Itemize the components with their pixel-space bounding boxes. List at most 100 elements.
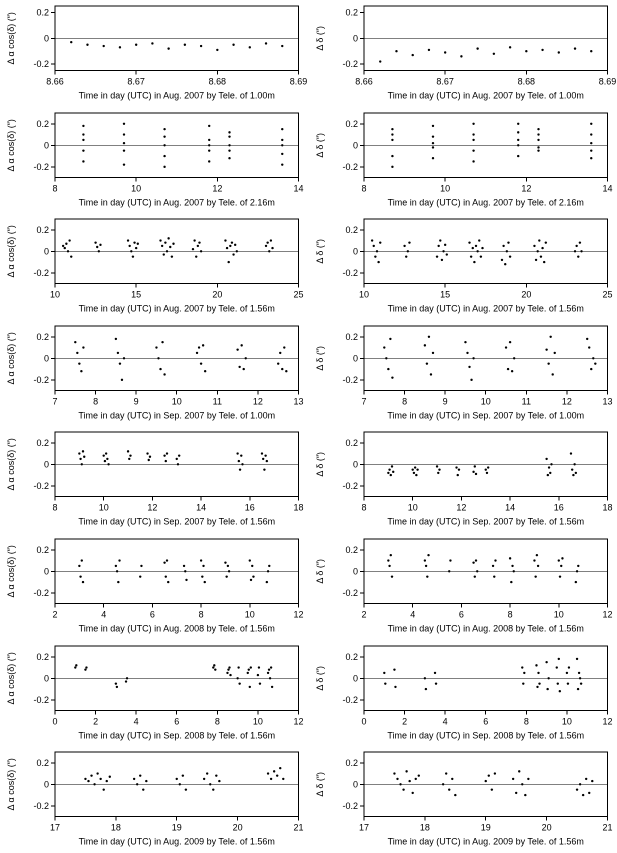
svg-text:Time in day (UTC) in Aug. 2007: Time in day (UTC) in Aug. 2007 by Tele. … [387,197,583,207]
svg-text:-0.2: -0.2 [34,481,49,491]
svg-text:Time in day (UTC) in Aug. 2007: Time in day (UTC) in Aug. 2007 by Tele. … [79,304,275,314]
svg-text:20: 20 [212,290,222,300]
svg-text:0.2: 0.2 [345,225,358,235]
scatter-panel-r1-c0: 8101214-0.200.2Time in day (UTC) in Aug.… [0,107,309,214]
svg-text:10: 10 [131,183,141,193]
svg-text:Time in day (UTC) in Sep. 2007: Time in day (UTC) in Sep. 2007 by Tele. … [387,410,584,420]
svg-text:0.2: 0.2 [37,438,50,448]
svg-text:0: 0 [353,353,358,363]
svg-text:7: 7 [53,396,58,406]
svg-text:21: 21 [602,823,612,833]
svg-text:8.66: 8.66 [46,77,64,87]
svg-text:10: 10 [359,290,369,300]
scatter-panel-r3-c0: 78910111213-0.200.2Time in day (UTC) in … [0,320,309,427]
svg-text:25: 25 [293,290,303,300]
svg-text:18: 18 [419,823,429,833]
svg-text:Time in day (UTC) in Aug. 2007: Time in day (UTC) in Aug. 2007 by Tele. … [79,91,275,101]
svg-text:Time in day (UTC) in Sep. 2007: Time in day (UTC) in Sep. 2007 by Tele. … [78,517,275,527]
svg-text:Time in day (UTC) in Sep. 2007: Time in day (UTC) in Sep. 2007 by Tele. … [78,410,275,420]
svg-text:19: 19 [172,823,182,833]
svg-text:0: 0 [353,779,358,789]
svg-text:0.2: 0.2 [37,225,50,235]
svg-text:8: 8 [93,396,98,406]
svg-text:10: 10 [561,716,571,726]
svg-text:13: 13 [602,396,612,406]
svg-text:10: 10 [50,290,60,300]
svg-text:15: 15 [440,290,450,300]
svg-text:19: 19 [480,823,490,833]
svg-text:8: 8 [53,503,58,513]
svg-text:Time in day (UTC) in Sep. 2007: Time in day (UTC) in Sep. 2007 by Tele. … [387,517,584,527]
svg-text:6: 6 [483,716,488,726]
svg-text:8.69: 8.69 [290,77,308,87]
svg-text:9: 9 [442,396,447,406]
svg-text:0.2: 0.2 [37,118,50,128]
svg-text:4: 4 [134,716,139,726]
svg-text:12: 12 [561,396,571,406]
svg-text:10: 10 [172,396,182,406]
svg-text:0.2: 0.2 [37,7,50,17]
svg-text:12: 12 [293,716,303,726]
svg-text:12: 12 [293,610,303,620]
svg-text:-0.2: -0.2 [34,375,49,385]
scatter-panel-r1-c1: 8101214-0.200.2Time in day (UTC) in Aug.… [309,107,617,214]
svg-text:6: 6 [458,610,463,620]
svg-text:12: 12 [212,183,222,193]
svg-text:Δ δ (″): Δ δ (″) [315,452,325,477]
scatter-panel-r0-c1: 8.668.678.688.69-0.200.2Time in day (UTC… [309,0,617,107]
svg-text:12: 12 [602,610,612,620]
svg-text:2: 2 [93,716,98,726]
svg-text:21: 21 [293,823,303,833]
svg-text:20: 20 [541,823,551,833]
svg-text:Time in day (UTC) in Aug. 2008: Time in day (UTC) in Aug. 2008 by Tele. … [79,624,275,634]
svg-text:-0.2: -0.2 [34,59,49,69]
svg-text:15: 15 [131,290,141,300]
svg-text:0: 0 [44,140,49,150]
svg-text:Δ α cos(δ) (″): Δ α cos(δ) (″) [6,119,16,171]
scatter-panel-r5-c1: 24681012-0.200.2Time in day (UTC) in Aug… [309,533,617,640]
svg-text:8.67: 8.67 [436,77,454,87]
svg-text:12: 12 [521,183,531,193]
svg-text:10: 10 [440,183,450,193]
svg-text:-0.2: -0.2 [342,588,357,598]
svg-text:-0.2: -0.2 [342,375,357,385]
scatter-panel-r4-c0: 81012141618-0.200.2Time in day (UTC) in … [0,426,309,533]
svg-text:8.68: 8.68 [517,77,535,87]
svg-text:0: 0 [44,779,49,789]
svg-text:8: 8 [361,183,366,193]
svg-text:Δ α cos(δ) (″): Δ α cos(δ) (″) [6,652,16,704]
svg-text:12: 12 [147,503,157,513]
svg-text:0: 0 [44,460,49,470]
svg-text:Δ δ (″): Δ δ (″) [315,239,325,264]
svg-text:Δ α cos(δ) (″): Δ α cos(δ) (″) [6,225,16,277]
scatter-panel-r0-c0: 8.668.678.688.69-0.200.2Time in day (UTC… [0,0,309,107]
svg-text:10: 10 [99,503,109,513]
svg-text:Δ α cos(δ) (″): Δ α cos(δ) (″) [6,439,16,491]
svg-text:0: 0 [353,566,358,576]
svg-text:8.66: 8.66 [355,77,373,87]
scatter-panel-r7-c1: 1718192021-0.200.2Time in day (UTC) in A… [309,746,617,853]
svg-text:0.2: 0.2 [345,438,358,448]
svg-text:0: 0 [44,246,49,256]
svg-text:0.2: 0.2 [37,545,50,555]
svg-text:0.2: 0.2 [345,545,358,555]
svg-text:10: 10 [253,716,263,726]
svg-text:Time in day (UTC) in Aug. 2007: Time in day (UTC) in Aug. 2007 by Tele. … [387,91,583,101]
svg-text:17: 17 [50,823,60,833]
scatter-panel-r6-c1: 024681012-0.200.2Time in day (UTC) in Se… [309,640,617,747]
svg-text:Δ α cos(δ) (″): Δ α cos(δ) (″) [6,332,16,384]
svg-text:8: 8 [507,610,512,620]
scatter-panel-r2-c0: 10152025-0.200.2Time in day (UTC) in Aug… [0,213,309,320]
svg-text:14: 14 [505,503,515,513]
scatter-panel-r5-c0: 24681012-0.200.2Time in day (UTC) in Aug… [0,533,309,640]
svg-text:14: 14 [602,183,612,193]
svg-text:Δ α cos(δ) (″): Δ α cos(δ) (″) [6,758,16,810]
svg-text:13: 13 [293,396,303,406]
svg-text:0: 0 [353,246,358,256]
svg-text:11: 11 [521,396,530,406]
svg-text:Time in day (UTC) in Aug. 2009: Time in day (UTC) in Aug. 2009 by Tele. … [79,837,275,847]
svg-text:18: 18 [293,503,303,513]
svg-text:20: 20 [233,823,243,833]
svg-text:8.69: 8.69 [598,77,616,87]
svg-text:-0.2: -0.2 [342,161,357,171]
